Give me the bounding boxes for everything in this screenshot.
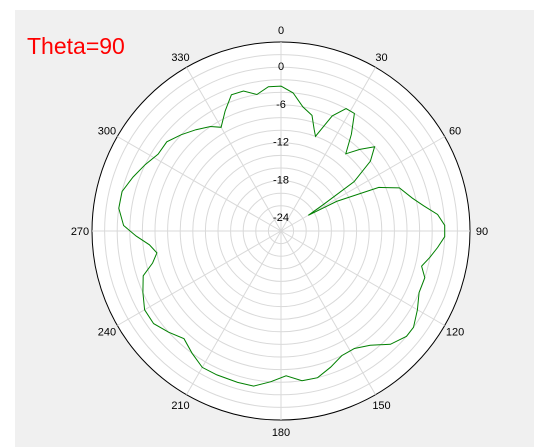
grid-spoke <box>280 67 376 232</box>
grid-spoke <box>280 230 376 395</box>
radial-tick-label: -6 <box>276 99 286 111</box>
radial-labels: 0 -6 -12 -18 -24 <box>273 61 289 224</box>
chart-title: Theta=90 <box>27 33 125 59</box>
radial-tick-label: -18 <box>273 174 289 186</box>
angle-tick-label: 30 <box>375 52 387 64</box>
angle-tick-label: 300 <box>98 126 116 138</box>
angle-tick-label: 180 <box>272 427 290 439</box>
radial-tick-label: -24 <box>273 212 289 224</box>
angle-tick-label: 330 <box>171 52 189 64</box>
angle-tick-label: 270 <box>71 226 89 238</box>
grid-spoke <box>117 136 282 232</box>
angle-tick-label: 0 <box>278 25 284 37</box>
series-line <box>118 85 446 387</box>
angle-tick-label: 60 <box>449 126 461 138</box>
grid-spoke <box>186 67 282 232</box>
radial-tick-label: -12 <box>273 137 289 149</box>
angle-tick-label: 210 <box>171 400 189 412</box>
angle-labels: 0 30 60 90 120 150 180 210 240 270 300 330 <box>71 25 488 439</box>
radial-tick-label: 0 <box>278 61 284 73</box>
angle-tick-label: 120 <box>446 327 464 339</box>
angle-tick-label: 90 <box>476 226 488 238</box>
angle-tick-label: 150 <box>372 400 390 412</box>
grid <box>92 42 470 420</box>
series-layer <box>118 85 446 387</box>
angle-tick-label: 240 <box>98 327 116 339</box>
